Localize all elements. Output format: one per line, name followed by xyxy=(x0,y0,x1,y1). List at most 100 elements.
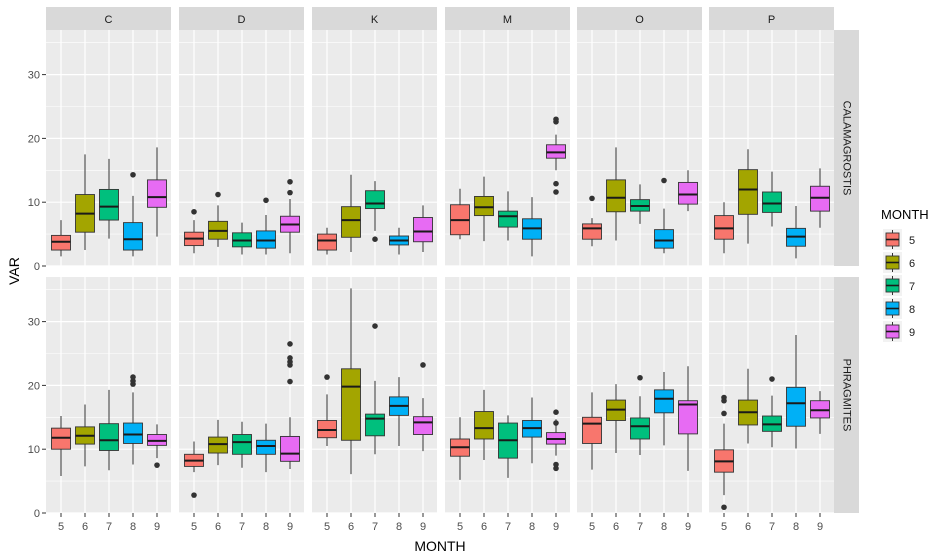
box-iqr xyxy=(123,422,143,444)
outlier-point xyxy=(287,178,293,185)
outlier-point xyxy=(553,461,559,468)
boxplot-month-7 xyxy=(99,158,119,239)
outlier-point xyxy=(287,341,293,347)
outlier-point xyxy=(130,171,136,178)
box-iqr xyxy=(256,439,276,455)
boxplot-month-9 xyxy=(678,366,698,471)
boxplot-month-7 xyxy=(232,421,252,468)
boxplot-month-9 xyxy=(810,391,830,434)
outlier-point xyxy=(287,355,293,361)
boxplot-month-7 xyxy=(630,184,650,224)
outlier-point xyxy=(130,378,136,384)
x-tick-label: 7 xyxy=(106,521,112,533)
x-tick-label: 7 xyxy=(372,521,378,533)
y-tick-label: 0 xyxy=(34,261,40,273)
boxplot-month-7 xyxy=(365,323,385,455)
x-tick-label: 8 xyxy=(396,521,402,533)
boxplot-month-6 xyxy=(75,154,95,251)
outlier-point xyxy=(130,374,136,380)
boxplot-month-8 xyxy=(389,227,409,255)
x-tick-label: 7 xyxy=(769,521,775,533)
facet-strip-column xyxy=(445,7,570,30)
boxplot-month-5 xyxy=(184,208,204,254)
x-tick-label: 5 xyxy=(721,521,727,533)
outlier-point xyxy=(287,189,293,196)
box-iqr xyxy=(630,417,650,440)
boxplot-month-6 xyxy=(606,384,626,454)
box-iqr xyxy=(678,181,698,205)
box-iqr xyxy=(341,206,361,238)
outlier-point xyxy=(372,236,378,243)
box-iqr xyxy=(474,196,494,217)
boxplot-month-7 xyxy=(630,374,650,455)
x-axes: 5 6 7 8 9 5 6 7 8 9 5 6 7 8 9 5 6 7 8 9 5 6 7 8 9 5 6 7 8 9 xyxy=(58,513,823,533)
box-iqr xyxy=(365,413,385,437)
x-tick-label: 5 xyxy=(58,521,64,533)
outlier-point xyxy=(769,376,775,382)
legend-title: MONTH xyxy=(881,207,929,222)
facet-strip-label: C xyxy=(105,14,113,26)
x-tick-label: 6 xyxy=(215,521,221,533)
outlier-point xyxy=(637,374,643,381)
facet-strip-row-label: CALAMAGROSTIS xyxy=(841,101,853,196)
outlier-point xyxy=(553,116,559,123)
outlier-point xyxy=(372,323,378,329)
boxplot-month-5 xyxy=(51,416,71,476)
box-iqr xyxy=(413,416,433,435)
y-tick-label: 10 xyxy=(28,444,40,456)
box-iqr xyxy=(147,179,167,208)
boxplot-month-9 xyxy=(413,205,433,252)
x-tick-label: 6 xyxy=(481,521,487,533)
x-tick-label: 9 xyxy=(553,521,559,533)
boxplot-month-5 xyxy=(714,394,734,511)
facet-strip-label: O xyxy=(635,14,644,26)
box-iqr xyxy=(365,190,385,210)
panel-phragmites-d xyxy=(179,277,304,514)
x-tick-label: 7 xyxy=(239,521,245,533)
boxplot-month-6 xyxy=(75,404,95,467)
boxplot-month-7 xyxy=(762,376,782,448)
legend-item-8: 8 xyxy=(883,298,915,319)
panel-phragmites-p xyxy=(709,277,834,514)
x-tick-label: 8 xyxy=(793,521,799,533)
legend-label: 8 xyxy=(909,304,915,316)
boxplot-month-7 xyxy=(498,415,518,478)
box-iqr xyxy=(341,368,361,441)
boxplot-month-6 xyxy=(208,191,228,247)
boxplot-month-5 xyxy=(582,195,602,247)
outlier-point xyxy=(420,362,426,368)
boxplot-month-5 xyxy=(450,188,470,240)
legend-label: 6 xyxy=(909,258,915,270)
outlier-point xyxy=(553,465,559,472)
boxplot-month-5 xyxy=(450,417,470,480)
boxplot-month-6 xyxy=(341,288,361,475)
box-iqr xyxy=(582,416,602,444)
outlier-point xyxy=(553,420,559,426)
legend: MONTH 5 6 7 8 9 xyxy=(881,207,929,342)
x-tick-label: 7 xyxy=(505,521,511,533)
panel-phragmites-k xyxy=(312,277,437,514)
box-iqr xyxy=(99,188,119,221)
box-iqr xyxy=(280,435,300,462)
boxplot-month-9 xyxy=(546,116,566,195)
boxplot-month-5 xyxy=(184,441,204,498)
box-iqr xyxy=(762,191,782,213)
boxplot-month-7 xyxy=(498,191,518,241)
outlier-point xyxy=(215,191,221,198)
outlier-point xyxy=(553,180,559,187)
x-tick-label: 8 xyxy=(130,521,136,533)
outlier-point xyxy=(661,177,667,184)
boxplot-month-6 xyxy=(208,419,228,466)
facet-strip-row-label: PHRAGMITES xyxy=(841,359,853,432)
panel-calamagrostis-k: K xyxy=(312,7,437,267)
legend-label: 7 xyxy=(909,281,915,293)
panel-calamagrostis-o: O xyxy=(577,7,702,267)
legend-item-6: 6 xyxy=(883,252,915,273)
legend-label: 5 xyxy=(909,235,915,247)
x-tick-label: 9 xyxy=(420,521,426,533)
box-iqr xyxy=(606,179,626,213)
y-tick-label: 0 xyxy=(34,508,40,520)
boxplot-month-8 xyxy=(654,177,674,254)
box-iqr xyxy=(498,210,518,228)
boxplot-month-8 xyxy=(123,171,143,257)
